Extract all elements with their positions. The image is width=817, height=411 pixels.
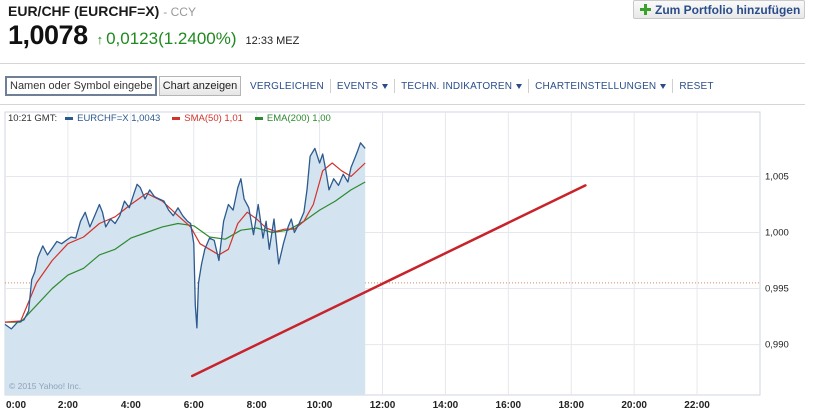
price-area (5, 142, 366, 395)
price-change: ↑ 0,0123 (1.2400%) (97, 29, 237, 49)
technical-indicators-label: TECHN. INDIKATOREN (401, 80, 513, 92)
x-tick-label: 6:00 (184, 400, 204, 411)
legend-swatch-ema (254, 117, 263, 120)
quote-summary: 1,0078 ↑ 0,0123 (1.2400%) 12:33 MEZ (8, 20, 299, 51)
x-tick-label: 12:00 (370, 400, 396, 411)
show-chart-button[interactable]: Chart anzeigen (159, 76, 241, 96)
technical-indicators-menu[interactable]: TECHN. INDIKATOREN (394, 79, 528, 93)
legend-item-sma: SMA(50) 1,01 (172, 113, 243, 124)
x-tick-label: 0:00 (6, 400, 26, 411)
x-tick-label: 4:00 (121, 400, 141, 411)
last-price: 1,0078 (8, 20, 88, 50)
caret-down-icon (516, 83, 523, 89)
y-tick-label: 0,995 (765, 284, 789, 295)
y-tick-label: 0,990 (765, 340, 789, 351)
quote-time: 12:33 MEZ (245, 35, 300, 47)
legend-swatch-sma (172, 117, 181, 120)
price-chart: 10:21 GMT: EURCHF=X 1,0043 SMA(50) 1,01 … (0, 108, 817, 411)
x-tick-label: 22:00 (684, 400, 710, 411)
trend-line-annotation (190, 184, 587, 378)
ema-200-line (5, 181, 366, 323)
chart-settings-menu[interactable]: CHARTEINSTELLUNGEN (528, 79, 672, 93)
plus-icon (640, 4, 651, 15)
chart-legend: 10:21 GMT: EURCHF=X 1,0043 SMA(50) 1,01 … (8, 113, 343, 124)
y-tick-label: 1,005 (765, 171, 789, 182)
change-percent: (1.2400%) (158, 29, 237, 48)
page-title: EUR/CHF (EURCHF=X) - CCY (8, 3, 196, 19)
x-tick-label: 10:00 (307, 400, 333, 411)
x-tick-label: 16:00 (496, 400, 522, 411)
legend-label-sma: SMA(50) 1,01 (184, 113, 243, 124)
chart-toolbar: Chart anzeigen VERGLEICHEN EVENTS TECHN.… (0, 63, 805, 105)
change-value: 0,0123 (106, 29, 159, 48)
caret-down-icon (660, 83, 667, 89)
exchange-label: - CCY (163, 5, 196, 19)
chart-canvas[interactable]: © 2015 Yahoo! Inc. 1,005 1,000 0,995 0,990 0:… (0, 108, 817, 411)
legend-swatch-price (65, 117, 74, 120)
copyright-text: © 2015 Yahoo! Inc. (9, 381, 81, 391)
x-tick-label: 18:00 (558, 400, 584, 411)
x-tick-label: 14:00 (433, 400, 459, 411)
sma-50-line (4, 162, 366, 323)
arrow-up-icon: ↑ (96, 32, 104, 47)
symbol-title: EUR/CHF (EURCHF=X) (8, 3, 160, 19)
legend-item-price: EURCHF=X 1,0043 (65, 113, 160, 124)
symbol-search-input[interactable] (5, 76, 157, 96)
compare-label: VERGLEICHEN (250, 80, 324, 92)
price-line (4, 142, 366, 330)
add-to-portfolio-button[interactable]: Zum Portfolio hinzufügen (633, 0, 805, 19)
legend-time: 10:21 GMT: (8, 113, 58, 124)
add-to-portfolio-label: Zum Portfolio hinzufügen (655, 2, 801, 17)
events-label: EVENTS (336, 80, 379, 92)
x-tick-label: 2:00 (58, 400, 78, 411)
events-menu[interactable]: EVENTS (329, 79, 394, 93)
chart-toolbar-links: VERGLEICHEN EVENTS TECHN. INDIKATOREN CH… (244, 76, 720, 96)
compare-link[interactable]: VERGLEICHEN (244, 79, 330, 93)
legend-label-price: EURCHF=X 1,0043 (77, 113, 161, 124)
x-tick-label: 20:00 (621, 400, 647, 411)
caret-down-icon (382, 83, 389, 89)
x-tick-label: 8:00 (247, 400, 267, 411)
legend-label-ema: EMA(200) 1,00 (266, 113, 331, 124)
chart-settings-label: CHARTEINSTELLUNGEN (535, 80, 657, 92)
y-tick-label: 1,000 (765, 227, 789, 238)
reset-label: RESET (679, 80, 714, 92)
legend-item-ema: EMA(200) 1,00 (254, 113, 331, 124)
reset-link[interactable]: RESET (672, 79, 719, 93)
